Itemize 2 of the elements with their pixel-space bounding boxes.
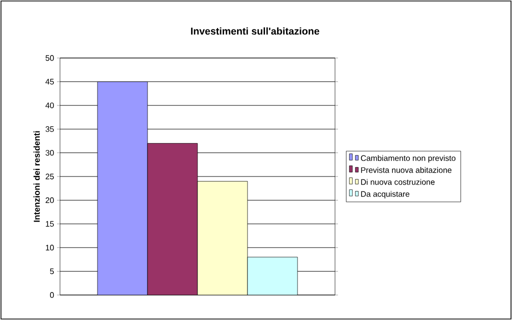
chart-title: Investimenti sull'abitazione <box>191 27 320 35</box>
y-axis-title: Intenzioni dei residenti <box>34 131 40 222</box>
